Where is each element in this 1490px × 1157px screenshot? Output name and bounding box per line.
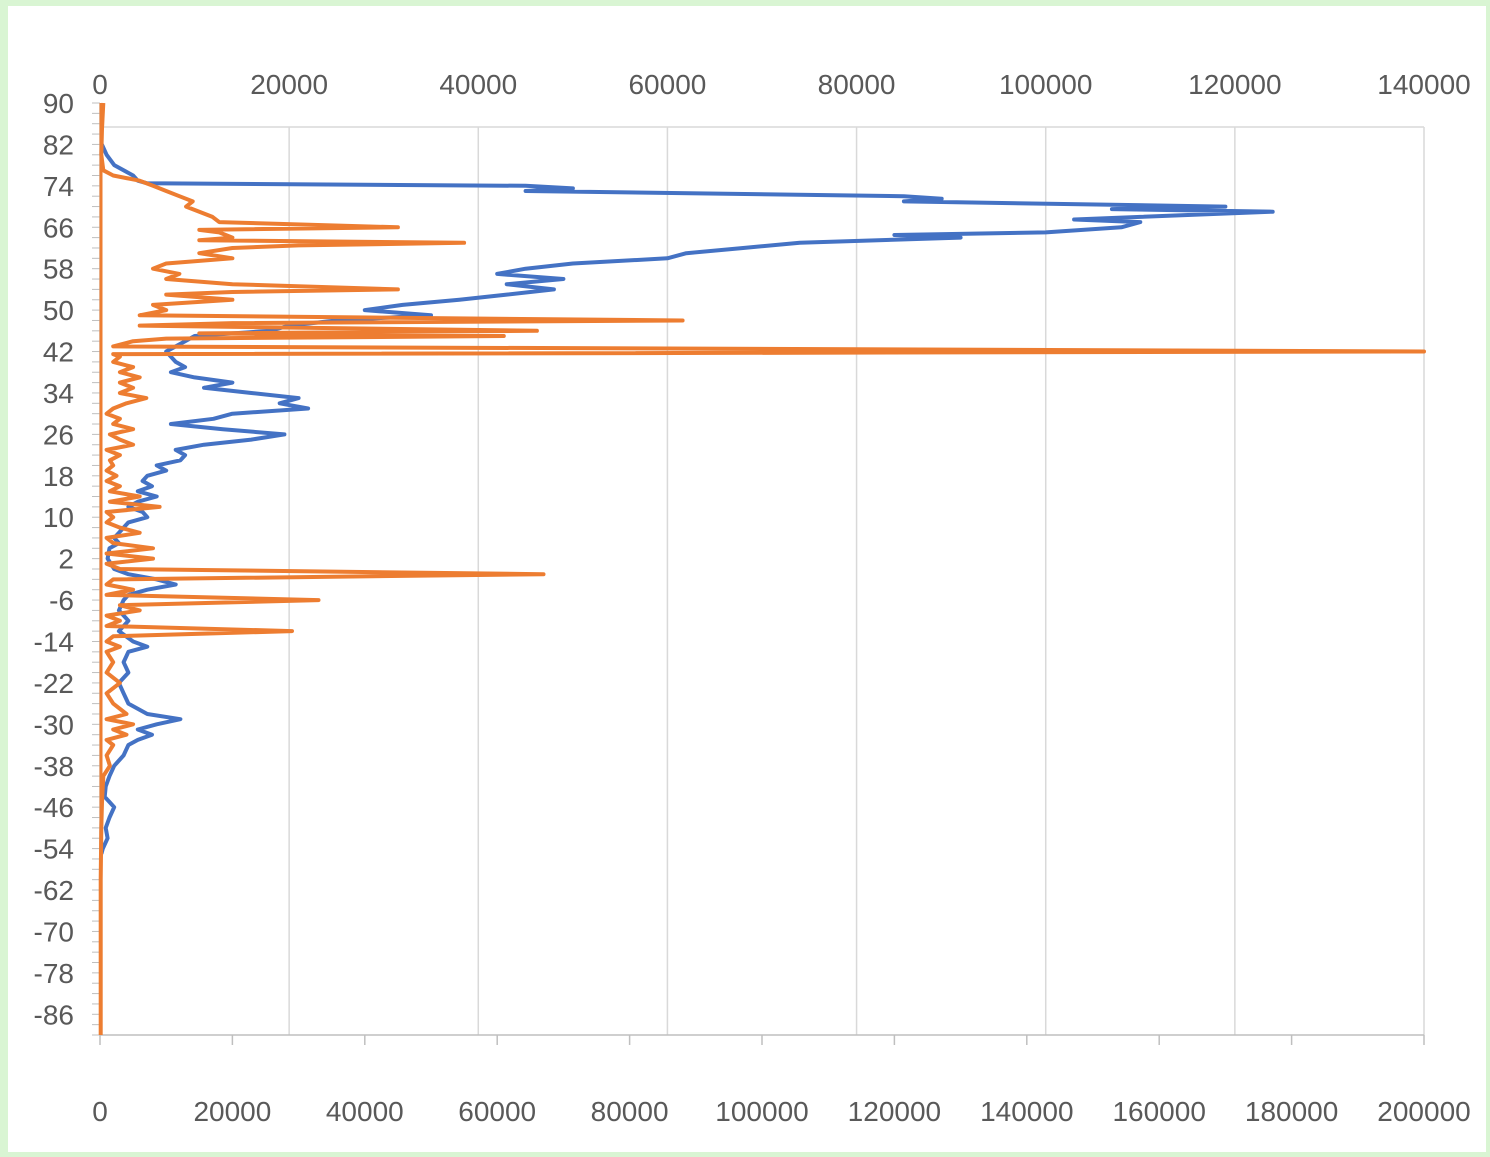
- y-tick-label: -46: [34, 792, 74, 823]
- y-tick-label: -22: [34, 668, 74, 699]
- bottom-x-tick-label: 20000: [193, 1096, 271, 1127]
- bottom-x-tick-label: 180000: [1245, 1096, 1338, 1127]
- top-x-tick-label: 0: [92, 69, 108, 100]
- top-x-tick-label: 100000: [999, 69, 1092, 100]
- y-tick-label: -6: [49, 585, 74, 616]
- y-tick-label: 18: [43, 461, 74, 492]
- y-tick-label: 26: [43, 419, 74, 450]
- top-x-tick-label: 120000: [1188, 69, 1281, 100]
- bottom-x-tick-label: 60000: [458, 1096, 536, 1127]
- y-tick-label: 90: [43, 88, 74, 119]
- top-x-tick-label: 80000: [818, 69, 896, 100]
- top-x-tick-label: 20000: [250, 69, 328, 100]
- y-tick-label: -78: [34, 958, 74, 989]
- y-tick-label: 66: [43, 212, 74, 243]
- y-tick-label: -70: [34, 916, 74, 947]
- y-tick-label: 10: [43, 502, 74, 533]
- y-tick-label: 2: [58, 544, 74, 575]
- y-tick-label: 42: [43, 337, 74, 368]
- top-x-tick-label: 60000: [628, 69, 706, 100]
- bottom-x-tick-label: 80000: [591, 1096, 669, 1127]
- y-tick-label: 50: [43, 295, 74, 326]
- gridlines: [288, 127, 1425, 1035]
- bottom-x-tick-label: 40000: [326, 1096, 404, 1127]
- y-tick-label: -14: [34, 626, 74, 657]
- y-tick-label: -54: [34, 834, 74, 865]
- bottom-x-tick-label: 0: [92, 1096, 108, 1127]
- line-chart: 0 20000 40000 60000 80000 100000 120000 140000 0…: [34, 69, 1471, 1127]
- y-tick-label: -38: [34, 751, 74, 782]
- series-line-orange: [98, 102, 1426, 1035]
- tick-labels: 0 20000 40000 60000 80000 100000 120000 140000 0…: [34, 69, 1471, 1127]
- bottom-x-tick-label: 160000: [1112, 1096, 1205, 1127]
- bottom-x-tick-label: 140000: [980, 1096, 1073, 1127]
- y-tick-label: 74: [43, 171, 74, 202]
- top-x-tick-label: 140000: [1377, 69, 1470, 100]
- y-tick-label: 34: [43, 378, 74, 409]
- series-line-blue: [99, 143, 1275, 855]
- y-tick-label: -86: [34, 999, 74, 1030]
- bottom-x-tick-label: 120000: [848, 1096, 941, 1127]
- y-tick-label: 82: [43, 129, 74, 160]
- y-tick-label: 58: [43, 254, 74, 285]
- chart-frame: 0 20000 40000 60000 80000 100000 120000 140000 0…: [8, 6, 1486, 1152]
- y-tick-label: -62: [34, 875, 74, 906]
- bottom-x-tick-label: 100000: [715, 1096, 808, 1127]
- y-tick-label: -30: [34, 709, 74, 740]
- top-x-tick-label: 40000: [439, 69, 517, 100]
- bottom-x-tick-label: 200000: [1377, 1096, 1470, 1127]
- series-layer: [98, 102, 1426, 1035]
